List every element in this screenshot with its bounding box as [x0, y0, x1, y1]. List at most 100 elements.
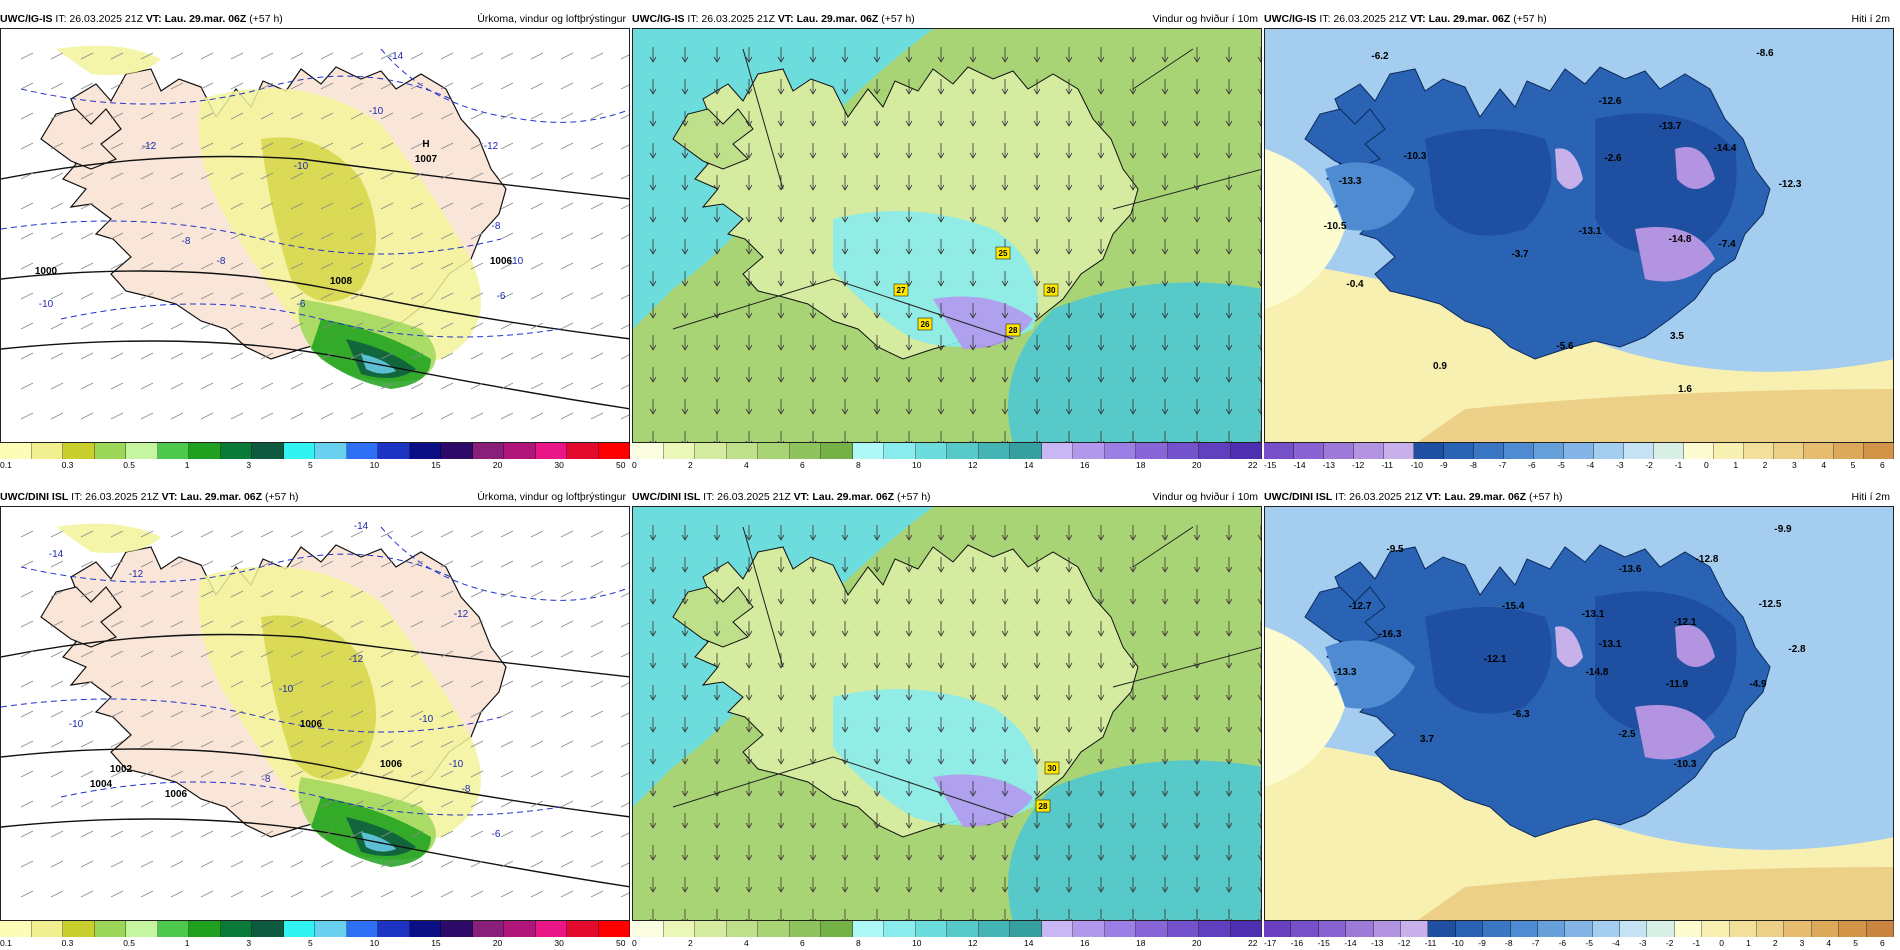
forecast-map[interactable]: 25 27 30 26 28 — [632, 28, 1262, 443]
color-scale-swatch — [1864, 443, 1894, 459]
valid-time: VT: Lau. 29.mar. 06Z — [777, 13, 879, 25]
color-scale-swatch — [915, 921, 947, 937]
gust-value-label: 27 — [897, 286, 906, 295]
color-scale-tick-label: 18 — [1136, 460, 1146, 470]
color-scale-tick-label: 20 — [492, 938, 503, 948]
init-time: IT: 26.03.2025 21Z — [55, 13, 143, 25]
color-scale-tick-label: -15 — [1264, 460, 1277, 470]
color-scale-tick-label: 0.3 — [61, 938, 74, 948]
isobar-label: 1000 — [35, 266, 58, 277]
color-scale-tick-label: -11 — [1381, 460, 1393, 470]
temperature-contour-label: -12 — [484, 141, 499, 152]
color-scale-tick-label: 0.1 — [0, 938, 12, 948]
temperature-value-label: -10.3 — [1404, 151, 1427, 162]
color-scale-swatch — [1354, 443, 1384, 459]
color-scale-swatch — [1537, 921, 1566, 937]
color-scale-swatch — [598, 443, 630, 459]
valid-time: VT: Lau. 29.mar. 06Z — [1425, 491, 1527, 503]
color-scale-swatch — [1318, 921, 1347, 937]
color-scale-tick-label: 15 — [431, 460, 441, 470]
isobar-label: 1008 — [330, 276, 353, 287]
model-name: UWC/DINI ISL — [0, 491, 69, 503]
color-scale-tick-label: 2 — [688, 460, 693, 470]
color-scale-tick-label: 4 — [744, 460, 749, 470]
gust-value-label: 26 — [921, 320, 930, 329]
color-scale-tick-label: 3 — [246, 938, 252, 948]
color-scale-swatch — [852, 921, 884, 937]
color-scale-tick-label: -8 — [1469, 460, 1477, 470]
forecast-map[interactable]: -14 -12 -10 -10 -8 -6 -10 -8 -6 -10 -12 -8 1000 1008 1… — [0, 28, 630, 443]
color-scale-swatch — [157, 443, 189, 459]
color-scale-swatch — [1592, 921, 1621, 937]
temperature-contour-label: -14 — [49, 549, 64, 560]
color-scale-tick-label: -1 — [1692, 938, 1701, 948]
color-scale-swatch — [789, 443, 821, 459]
color-scale-swatch — [1104, 443, 1136, 459]
color-scale-tick-label: -16 — [1290, 938, 1304, 948]
color-scale-swatch — [695, 921, 727, 937]
color-scale-tick-label: -6 — [1528, 460, 1536, 470]
panel-header: UWC/DINI ISL IT: 26.03.2025 21Z VT: Lau.… — [632, 488, 1262, 506]
temperature-contour-label: -10 — [419, 714, 434, 725]
color-scale-tick-label: -17 — [1264, 938, 1277, 948]
color-scale-swatch — [535, 443, 567, 459]
forecast-map[interactable]: -9.5 -9.9 -13.6 -12.8 -12.7 -15.4 -13.1 -12.5 -1… — [1264, 506, 1894, 921]
color-scale-swatch — [1136, 921, 1168, 937]
map-panel-precip: UWC/DINI ISL IT: 26.03.2025 21Z VT: Lau.… — [0, 488, 630, 948]
color-scale-bar: -17 -16 -15 -14 -13 -12 -11 -10 -9 -8 -7 -6 -5 -4 -3 -2… — [1264, 921, 1894, 948]
color-scale-tick-label: -9 — [1440, 460, 1448, 470]
color-scale-swatch — [378, 443, 410, 459]
color-scale-swatch — [1041, 443, 1073, 459]
color-scale-tick-label: 1 — [184, 938, 190, 948]
temperature-value-label: -16.3 — [1379, 629, 1402, 640]
color-scale-swatch — [189, 443, 221, 459]
color-scale-swatch — [1757, 921, 1785, 937]
color-scale-tick-label: 0 — [632, 938, 637, 948]
color-scale-swatch — [1010, 921, 1042, 937]
color-scale-swatch — [726, 443, 758, 459]
init-time: IT: 26.03.2025 21Z — [1335, 491, 1423, 503]
forecast-map-canvas: 30 28 — [633, 507, 1261, 920]
color-scale-swatch — [852, 443, 884, 459]
temperature-contour-label: -6 — [297, 299, 306, 310]
color-scale-tick-label: -12 — [1397, 938, 1411, 948]
color-scale-swatch — [663, 921, 695, 937]
color-scale-swatch — [915, 443, 947, 459]
color-scale-swatch — [157, 921, 189, 937]
color-scale-tick-label: 14 — [1024, 938, 1034, 948]
high-pressure-label: 1007 — [415, 154, 438, 165]
gust-value-label: 30 — [1048, 764, 1057, 773]
gust-value-label: 30 — [1047, 286, 1056, 295]
temperature-value-label: -5.6 — [1556, 341, 1574, 352]
color-scale-tick-label: -3 — [1638, 938, 1647, 948]
color-scale-swatch — [1264, 921, 1292, 937]
color-scale-tick-label: -3 — [1616, 460, 1624, 470]
color-scale-swatch — [789, 921, 821, 937]
color-scale-swatch — [31, 443, 63, 459]
forecast-map[interactable]: -6.2 -8.6 -12.6 -13.7 -14.4 -10.3 -2.6 -13.3 -12… — [1264, 28, 1894, 443]
panel-header: UWC/IG-IS IT: 26.03.2025 21Z VT: Lau. 29… — [1264, 10, 1894, 28]
color-scale-tick-label: -2 — [1665, 938, 1674, 948]
color-scale-tick-label: 1 — [184, 460, 190, 470]
forecast-map[interactable]: 30 28 — [632, 506, 1262, 921]
forecast-map[interactable]: -14 -14 -12 -12 -10 -10 -8 -12 -10 -10 -8 -6 1006 100… — [0, 506, 630, 921]
color-scale-swatch — [567, 921, 599, 937]
color-scale-swatch — [1073, 921, 1105, 937]
color-scale-swatch — [472, 443, 504, 459]
color-scale-swatch — [1684, 443, 1714, 459]
temperature-value-label: -9.5 — [1386, 544, 1404, 555]
temperature-value-label: -12.8 — [1696, 554, 1719, 565]
color-scale-tick-label: 4 — [1821, 460, 1827, 470]
color-scale-swatch — [978, 921, 1010, 937]
init-time: IT: 26.03.2025 21Z — [703, 491, 791, 503]
temperature-value-label: -6.3 — [1512, 709, 1530, 720]
color-scale-swatch — [472, 921, 504, 937]
color-scale-swatch — [1594, 443, 1624, 459]
color-scale-swatch — [884, 921, 916, 937]
temperature-value-label: -12.7 — [1349, 601, 1372, 612]
color-scale-swatch — [1136, 443, 1168, 459]
color-scale-swatch — [1104, 921, 1136, 937]
color-scale-tick-label: 0 — [1719, 938, 1725, 948]
temperature-value-label: -10.5 — [1324, 221, 1347, 232]
isobar-label: 1002 — [110, 764, 133, 775]
